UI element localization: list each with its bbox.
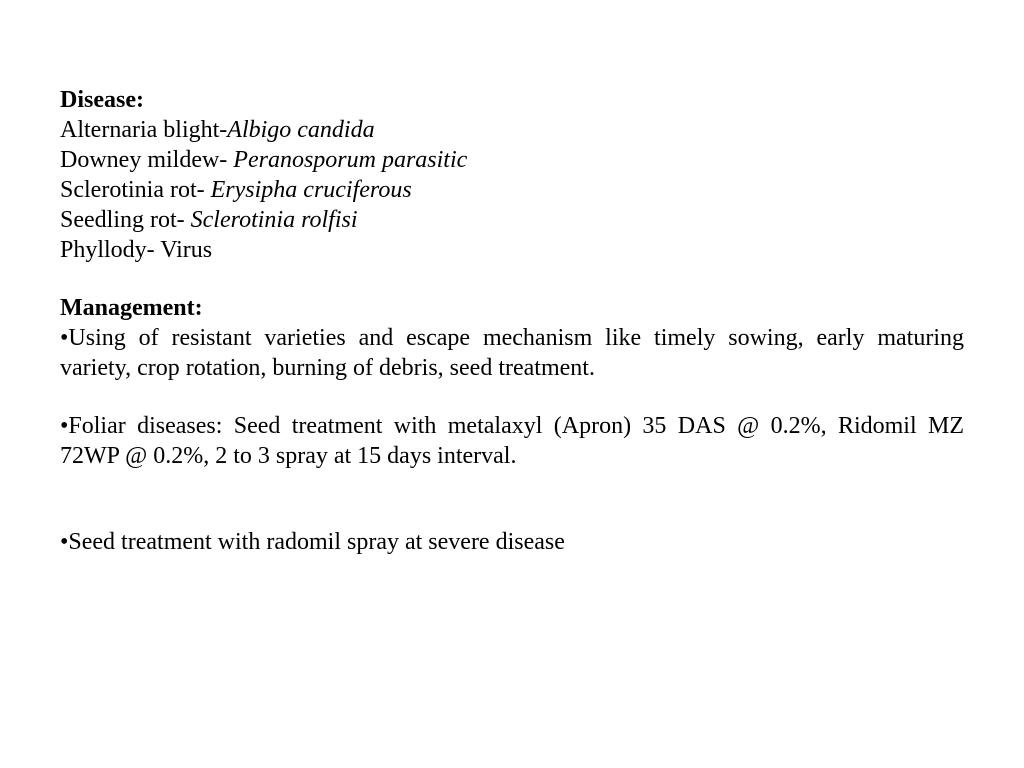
disease-name: Phyllody- Virus xyxy=(60,237,212,263)
disease-scientific: Sclerotinia rolfisi xyxy=(191,207,358,233)
management-bullet: •Using of resistant varieties and escape… xyxy=(60,323,964,383)
disease-line: Alternaria blight-Albigo candida xyxy=(60,115,964,145)
disease-scientific: Albigo candida xyxy=(227,117,374,143)
management-bullet: •Seed treatment with radomil spray at se… xyxy=(60,527,964,557)
disease-heading: Disease: xyxy=(60,85,964,115)
disease-line: Seedling rot- Sclerotinia rolfisi xyxy=(60,205,964,235)
disease-name: Alternaria blight- xyxy=(60,117,227,143)
disease-name: Seedling rot- xyxy=(60,207,191,233)
disease-section: Disease: Alternaria blight-Albigo candid… xyxy=(60,85,964,265)
management-bullet: •Foliar diseases: Seed treatment with me… xyxy=(60,411,964,471)
disease-scientific: Erysipha cruciferous xyxy=(211,177,412,203)
disease-name: Downey mildew- xyxy=(60,147,233,173)
disease-line: Phyllody- Virus xyxy=(60,235,964,265)
disease-line: Downey mildew- Peranosporum parasitic xyxy=(60,145,964,175)
disease-scientific: Peranosporum parasitic xyxy=(233,147,467,173)
management-heading: Management: xyxy=(60,293,964,323)
disease-name: Sclerotinia rot- xyxy=(60,177,211,203)
management-section: Management: •Using of resistant varietie… xyxy=(60,293,964,557)
disease-line: Sclerotinia rot- Erysipha cruciferous xyxy=(60,175,964,205)
